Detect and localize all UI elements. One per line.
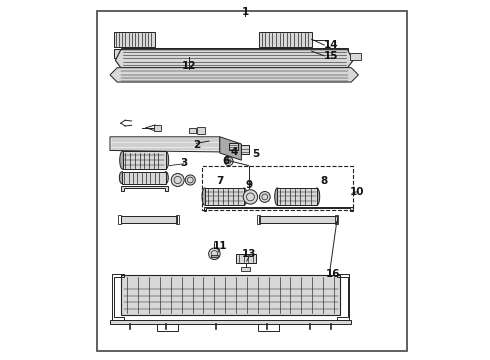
Bar [121, 216, 176, 223]
Bar [257, 215, 260, 224]
Bar [189, 128, 196, 133]
Ellipse shape [275, 188, 280, 205]
Text: 10: 10 [349, 187, 364, 197]
Text: 4: 4 [230, 147, 238, 157]
Bar [229, 143, 238, 150]
Text: 11: 11 [213, 240, 227, 251]
Bar [335, 215, 338, 224]
Bar [118, 215, 121, 224]
Bar [121, 275, 341, 315]
Bar [277, 188, 317, 205]
Bar [157, 324, 178, 331]
Bar [114, 49, 155, 58]
Ellipse shape [242, 188, 247, 205]
Text: 13: 13 [242, 249, 256, 259]
Text: 16: 16 [326, 269, 341, 279]
Text: 2: 2 [193, 140, 200, 150]
Bar [259, 32, 312, 47]
Bar [350, 53, 361, 60]
Bar [176, 215, 179, 224]
Text: 9: 9 [245, 180, 252, 190]
Text: 8: 8 [320, 176, 328, 186]
Polygon shape [116, 50, 353, 68]
Polygon shape [110, 137, 220, 152]
Bar [242, 145, 249, 154]
Circle shape [171, 174, 184, 186]
Bar [236, 254, 256, 263]
Text: 12: 12 [182, 60, 196, 71]
Text: 3: 3 [180, 158, 188, 168]
Bar [259, 49, 312, 58]
Text: 5: 5 [252, 149, 259, 159]
Polygon shape [110, 68, 358, 82]
Ellipse shape [120, 151, 125, 169]
Bar [258, 324, 279, 331]
Bar [154, 125, 161, 131]
Text: 14: 14 [324, 40, 339, 50]
Circle shape [224, 157, 233, 166]
Polygon shape [204, 207, 353, 211]
Text: 15: 15 [324, 51, 339, 61]
Bar [211, 255, 218, 257]
Bar [110, 320, 351, 324]
Ellipse shape [314, 188, 319, 205]
Circle shape [259, 192, 270, 202]
Bar [121, 48, 347, 55]
Bar [114, 32, 155, 47]
Circle shape [243, 190, 258, 204]
Bar [242, 267, 250, 271]
Bar [202, 166, 353, 210]
Ellipse shape [163, 172, 169, 184]
Bar [205, 188, 245, 205]
Text: 1: 1 [242, 6, 248, 17]
Ellipse shape [163, 151, 169, 169]
Ellipse shape [120, 172, 124, 184]
Text: 7: 7 [216, 176, 223, 186]
Circle shape [209, 248, 220, 260]
Polygon shape [121, 186, 168, 191]
Bar [259, 216, 337, 223]
Bar [98, 11, 407, 351]
Circle shape [185, 175, 196, 185]
Ellipse shape [202, 188, 207, 205]
Text: 6: 6 [222, 156, 230, 166]
Polygon shape [220, 137, 242, 160]
Bar [122, 172, 166, 184]
Bar [197, 127, 205, 134]
Bar [122, 151, 166, 169]
